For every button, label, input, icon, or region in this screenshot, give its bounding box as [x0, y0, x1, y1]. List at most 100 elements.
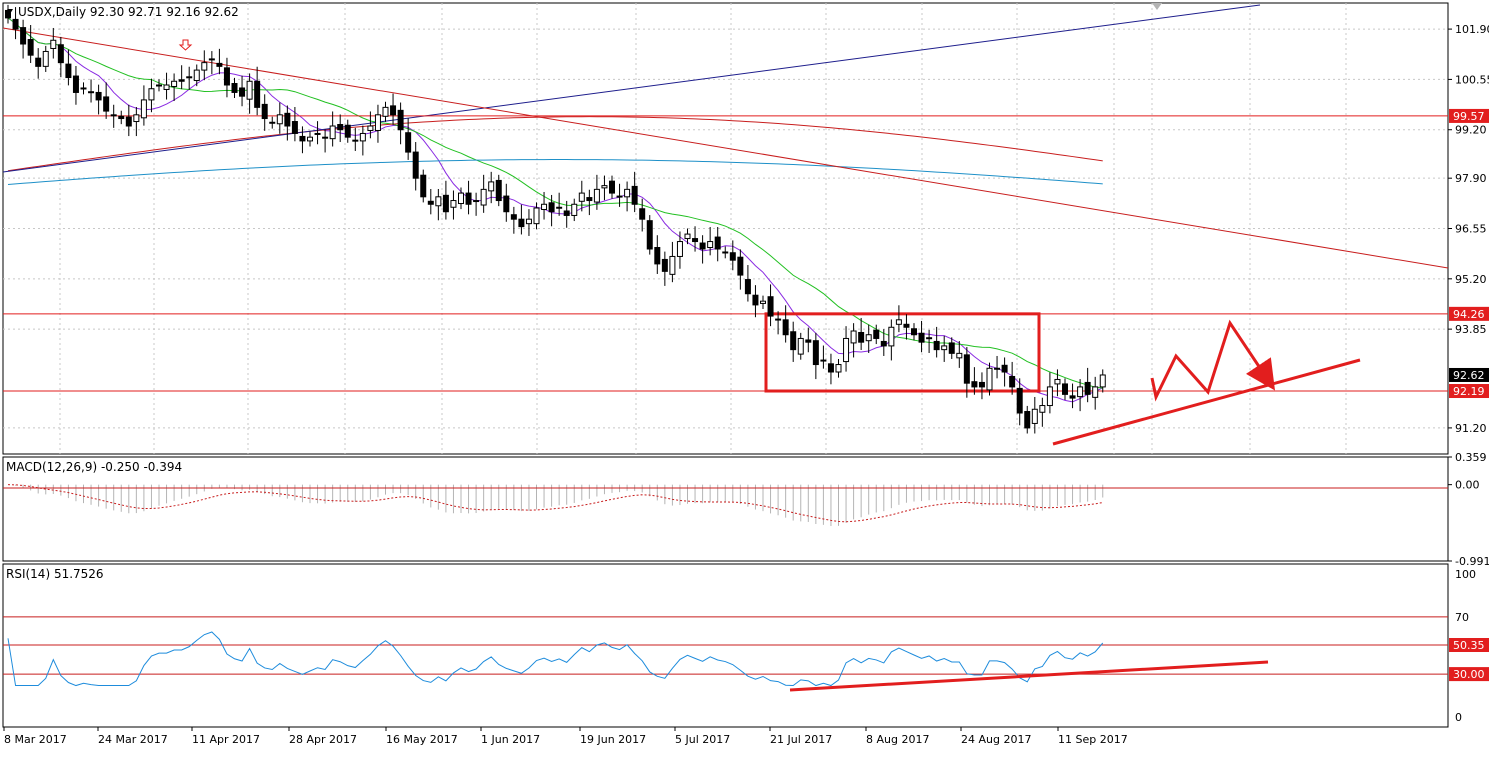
candle-body	[231, 83, 238, 93]
candle-body	[1062, 383, 1068, 395]
candle-body	[186, 76, 193, 79]
macd-pane-frame	[2, 456, 1449, 562]
candle-body	[103, 96, 110, 112]
rsi-axis-label: 70	[1455, 611, 1469, 624]
candle-body	[541, 203, 548, 210]
candle-body	[148, 88, 155, 101]
candle-body	[895, 319, 902, 325]
candle-body	[140, 99, 147, 119]
date-axis-label: 19 Jun 2017	[580, 733, 646, 746]
candle-body	[971, 381, 978, 388]
dropdown-triangle-icon[interactable]	[7, 9, 13, 14]
price-tag-label: 94.26	[1453, 308, 1485, 321]
candle-body	[790, 331, 797, 351]
price-axis-label: 101.90	[1455, 23, 1489, 36]
candle-body	[412, 151, 419, 179]
candle-body	[442, 194, 449, 213]
candle-body	[50, 39, 57, 49]
macd-axis-label: -0.991	[1455, 555, 1489, 568]
candle-body	[797, 337, 804, 355]
price-pane-title: USDX,Daily 92.30 92.71 92.16 92.62	[18, 5, 239, 19]
candle-body	[110, 114, 117, 117]
candle-body	[722, 251, 729, 254]
price-tag-box	[1449, 367, 1489, 382]
candle-body	[163, 84, 170, 90]
candle-body	[782, 319, 789, 336]
candle-body	[390, 105, 397, 116]
date-axis-label: 11 Sep 2017	[1058, 733, 1128, 746]
candle-body	[72, 75, 79, 93]
candle-body	[941, 345, 948, 351]
candle-body	[684, 233, 691, 240]
candle-body	[933, 340, 940, 351]
candle-body	[850, 330, 857, 344]
candle-body	[926, 337, 933, 340]
price-axis-label: 91.20	[1455, 422, 1487, 435]
candle-body	[1054, 378, 1061, 385]
candle-body	[503, 195, 510, 213]
candle-body	[767, 296, 774, 317]
trendline-upper-channel	[2, 4, 1261, 173]
candle-body	[367, 125, 374, 131]
candle-body	[65, 63, 72, 79]
macd-pane-title: MACD(12,26,9) -0.250 -0.394	[6, 460, 182, 474]
candle-body	[12, 18, 19, 30]
candle-body	[707, 241, 714, 249]
candle-body	[510, 214, 517, 220]
candle-body	[1024, 411, 1031, 429]
rsi-axis: 100 70 0 50.35 30.00	[1449, 568, 1489, 724]
candle-body	[948, 342, 955, 354]
candle-body	[450, 200, 457, 208]
candle-body	[820, 359, 827, 362]
macd-signal-line	[7, 484, 1103, 523]
candle-body	[291, 121, 298, 134]
date-axis: 8 Mar 2017 24 Mar 2017 11 Apr 2017 28 Apr 2…	[3, 727, 1128, 746]
candle-body	[616, 195, 623, 198]
candle-body	[918, 332, 925, 343]
candle-body	[480, 188, 487, 206]
candle-body	[1084, 381, 1091, 395]
candle-body	[1092, 386, 1099, 398]
date-axis-label: 8 Aug 2017	[866, 733, 929, 746]
candle-body	[299, 135, 306, 142]
candle-body	[254, 80, 261, 108]
candle-body	[374, 114, 381, 131]
candle-body	[42, 50, 49, 67]
candle-body	[646, 220, 653, 250]
candle-body	[676, 241, 683, 257]
rsi-line	[7, 631, 1104, 687]
down-arrow-marker-icon	[178, 39, 193, 51]
candle-body	[156, 84, 162, 87]
price-axis-label: 93.85	[1455, 323, 1487, 336]
rsi-pane-title: RSI(14) 51.7526	[6, 567, 104, 581]
candle-body	[556, 206, 563, 209]
candle-body	[488, 181, 495, 192]
candle-body	[405, 132, 412, 153]
candle-body	[729, 252, 736, 261]
candle-body	[269, 121, 276, 124]
date-axis-label: 11 Apr 2017	[192, 733, 260, 746]
rsi-levels	[3, 616, 1448, 675]
candle-body	[1069, 395, 1076, 399]
candle-body	[435, 196, 442, 207]
candle-body	[888, 326, 895, 347]
candle-body	[329, 125, 336, 140]
candle-body	[661, 258, 668, 272]
candle-body	[835, 364, 842, 373]
candle-body	[563, 210, 570, 216]
candle-body	[133, 114, 140, 123]
candle-body	[903, 323, 910, 328]
candle-body	[427, 200, 434, 205]
candle-body	[533, 207, 540, 225]
candle-body	[473, 200, 480, 203]
rsi-pane-frame	[2, 563, 1449, 728]
rsi-level-tag-box	[1449, 637, 1489, 652]
price-tag-label: 92.62	[1453, 369, 1485, 382]
candle-body	[1099, 374, 1106, 388]
price-axis-label: 99.20	[1455, 124, 1487, 137]
candle-body	[639, 208, 646, 220]
candle-body	[1039, 405, 1046, 413]
candle-body	[525, 218, 532, 225]
candle-body	[88, 91, 95, 94]
